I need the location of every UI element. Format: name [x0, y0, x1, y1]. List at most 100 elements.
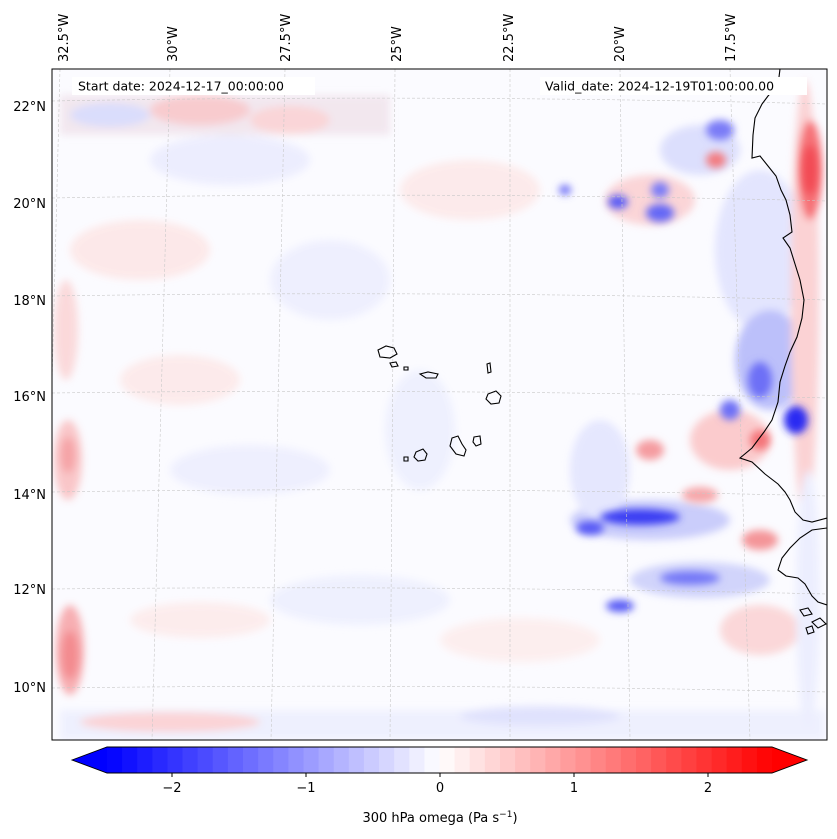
colorbar-cell	[696, 747, 712, 773]
colorbar-cell	[530, 747, 546, 773]
island-maio	[472, 435, 482, 447]
meridian-20w	[619, 69, 631, 740]
colorbar-cell	[681, 747, 697, 773]
lat-label-20n: 20°N	[13, 197, 46, 212]
colorbar-title-sup: −1	[499, 810, 512, 820]
lon-label-22.5w: 22.5°W	[502, 14, 517, 62]
valid-date-label: Valid_date: 2024-12-19T01:00:00.00	[545, 79, 774, 94]
colorbar-cell	[197, 747, 214, 773]
colorbar-cell	[258, 747, 274, 773]
lat-label-16n: 16°N	[13, 390, 46, 405]
latitude-labels: 22°N 20°N 18°N 16°N 14°N 12°N 10°N	[13, 100, 46, 696]
island-brava	[403, 456, 409, 462]
meridian-30w	[151, 69, 171, 740]
colorbar-cell	[212, 747, 229, 773]
colorbar-cell	[288, 747, 304, 773]
colorbar-extend-high	[772, 747, 807, 773]
colorbar-cell	[469, 747, 486, 773]
colorbar-cell	[756, 747, 773, 773]
colorbar-cell	[273, 747, 289, 773]
colorbar-cell	[348, 747, 365, 773]
meridian-17.5w	[729, 69, 751, 740]
colorbar-cell	[379, 747, 395, 773]
colorbar-cell	[711, 747, 728, 773]
colorbar-cell	[515, 747, 531, 773]
parallel-12n	[52, 587, 827, 595]
colorbar-cell	[635, 747, 652, 773]
meridian-32.5w	[52, 69, 61, 397]
colorbar-cell	[726, 747, 743, 773]
colorbar-cell	[363, 747, 380, 773]
map-frame	[51, 68, 828, 741]
colorbar-outline	[70, 746, 809, 774]
colorbar-cell	[590, 747, 607, 773]
guinea-coastline	[777, 527, 827, 606]
cbar-tick-label: −2	[162, 781, 181, 796]
lat-label-12n: 12°N	[13, 583, 46, 598]
meridian-25w	[389, 69, 396, 740]
colorbar-cell	[560, 747, 576, 773]
colorbar-title-close: )	[512, 811, 517, 826]
bissagos-islands	[799, 607, 827, 635]
colorbar-title-main: 300 hPa omega (Pa s	[362, 811, 499, 826]
lon-label-32.5w: 32.5°W	[57, 14, 72, 62]
longitude-labels: 32.5°W 30°W 27.5°W 25°W 22.5°W 20°W 17.5…	[57, 14, 739, 62]
colorbar-cell	[545, 747, 561, 773]
lat-label-18n: 18°N	[13, 294, 46, 309]
colorbar-cell	[122, 747, 138, 773]
colorbar-cell	[394, 747, 410, 773]
colorbar-cell	[227, 747, 244, 773]
colorbar-cell	[741, 747, 758, 773]
colorbar-title: 300 hPa omega (Pa s−1)	[362, 810, 517, 826]
cbar-tick-label: 2	[704, 781, 712, 796]
island-sal	[486, 362, 492, 374]
cbar-tick-label: 1	[570, 781, 578, 796]
cbar-tick-label: −1	[296, 781, 315, 796]
colorbar-cell	[333, 747, 350, 773]
start-date-box	[72, 77, 315, 95]
colorbar-cell	[152, 747, 168, 773]
colorbar-cell	[243, 747, 259, 773]
colorbar-cell	[182, 747, 199, 773]
island-santo-antao	[377, 345, 398, 359]
lon-label-25w: 25°W	[390, 26, 405, 62]
parallel-18n	[52, 293, 827, 301]
valid-date-box	[540, 77, 807, 95]
colorbar-cell	[499, 747, 516, 773]
lat-label-10n: 10°N	[13, 681, 46, 696]
graticule	[52, 69, 827, 740]
colorbar-cell	[605, 747, 622, 773]
lon-label-20w: 20°W	[613, 26, 628, 62]
parallel-20n	[52, 194, 827, 202]
meridian-27.5w	[270, 69, 286, 740]
island-fogo	[413, 448, 428, 462]
colorbar-cell	[620, 747, 637, 773]
parallel-14n	[52, 489, 827, 497]
colorbar: −2 −1 0 1 2 300 hPa omega (Pa s−1)	[70, 746, 809, 826]
colorbar-cell	[137, 747, 153, 773]
island-santa-luzia	[403, 366, 409, 371]
colorbar-cell	[303, 747, 319, 773]
colorbar-cell	[484, 747, 501, 773]
colorbar-cell	[318, 747, 335, 773]
colorbar-cell	[409, 747, 425, 773]
colorbar-cell	[666, 747, 682, 773]
cbar-tick-label: 0	[436, 781, 444, 796]
lat-label-22n: 22°N	[13, 100, 46, 115]
colorbar-cell	[107, 747, 123, 773]
lat-label-14n: 14°N	[13, 488, 46, 503]
colorbar-cell	[575, 747, 592, 773]
island-boa-vista	[485, 390, 502, 405]
island-santiago	[449, 435, 467, 457]
parallel-10n	[52, 685, 827, 693]
coastlines	[377, 69, 827, 635]
colorbar-cell	[454, 747, 471, 773]
africa-coastline	[738, 69, 827, 523]
colorbar-cell	[424, 747, 440, 773]
island-sao-nicolau	[418, 371, 439, 379]
parallel-16n	[52, 391, 827, 399]
map-panel: Start date: 2024-12-17_00:00:00 Valid_da…	[51, 68, 828, 741]
parallel-22n	[52, 97, 827, 105]
lon-label-17.5w: 17.5°W	[724, 14, 739, 62]
